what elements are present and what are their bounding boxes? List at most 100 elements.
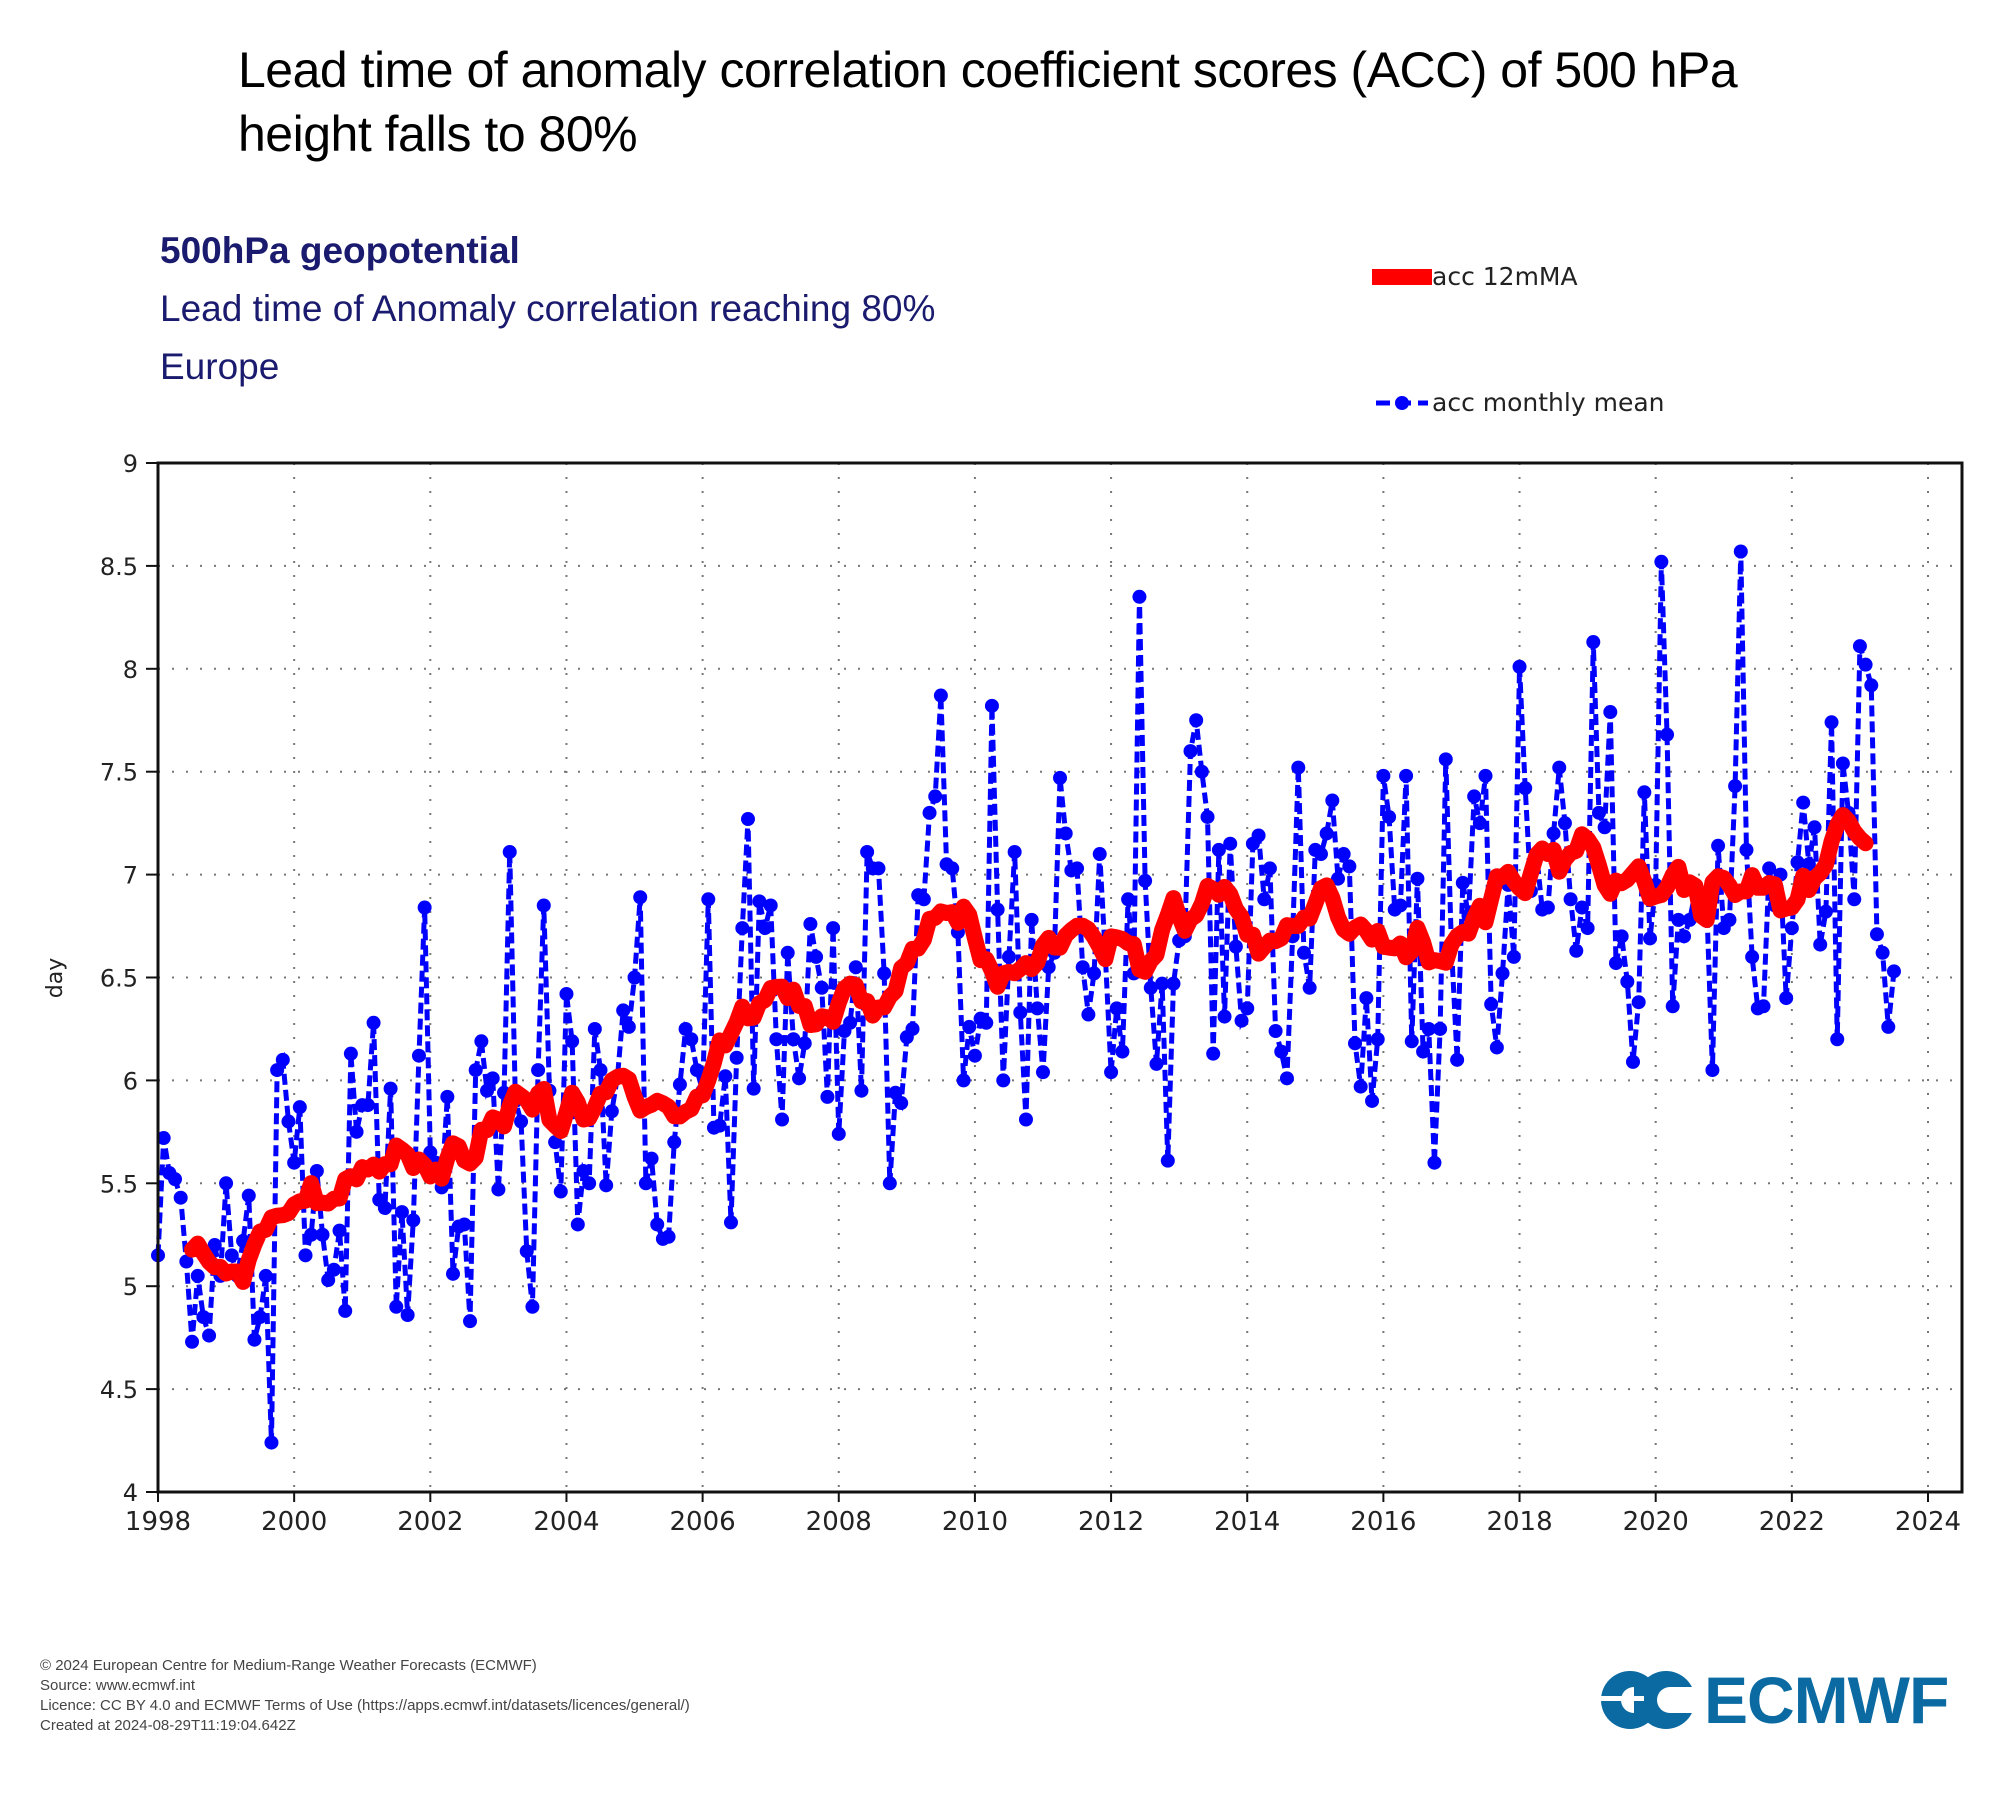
monthly-point — [1478, 768, 1493, 783]
monthly-point — [531, 1063, 546, 1078]
monthly-point — [1399, 768, 1414, 783]
monthly-point — [945, 861, 960, 876]
monthly-point — [752, 894, 767, 909]
monthly-point — [1143, 980, 1158, 995]
monthly-point — [1081, 1007, 1096, 1022]
chart-title: 500hPa geopotential — [160, 230, 520, 271]
monthly-point — [1467, 789, 1482, 804]
monthly-point — [474, 1034, 489, 1049]
monthly-point — [332, 1223, 347, 1238]
monthly-point — [411, 1048, 426, 1063]
ecmwf-logo-icon — [1600, 1671, 1696, 1729]
monthly-point — [1234, 1013, 1249, 1028]
y-tick-label: 7 — [123, 862, 138, 890]
monthly-point — [343, 1046, 358, 1061]
monthly-point — [1268, 1024, 1283, 1039]
monthly-point — [202, 1328, 217, 1343]
monthly-point — [786, 1032, 801, 1047]
monthly-point — [1138, 873, 1153, 888]
monthly-point — [1450, 1052, 1465, 1067]
x-tick-label: 2012 — [1078, 1507, 1144, 1537]
monthly-point — [1001, 949, 1016, 964]
monthly-point — [1631, 995, 1646, 1010]
legend-item-ma: acc 12mMA — [1372, 262, 1578, 291]
y-tick-label: 7.5 — [100, 759, 138, 787]
legend-label-ma: acc 12mMA — [1432, 262, 1578, 291]
monthly-point — [1296, 945, 1311, 960]
monthly-point — [1109, 1001, 1124, 1016]
monthly-point — [1671, 912, 1686, 927]
monthly-point — [1240, 1001, 1255, 1016]
monthly-point — [219, 1176, 234, 1191]
monthly-point — [1790, 855, 1805, 870]
monthly-point — [457, 1217, 472, 1232]
monthly-point — [1518, 781, 1533, 796]
x-tick-label: 2022 — [1759, 1507, 1825, 1537]
footer-licence: Licence: CC BY 4.0 and ECMWF Terms of Us… — [40, 1697, 690, 1714]
monthly-point — [792, 1071, 807, 1086]
monthly-point — [1881, 1019, 1896, 1034]
monthly-point — [1092, 847, 1107, 862]
monthly-point — [1160, 1153, 1175, 1168]
monthly-point — [383, 1081, 398, 1096]
series-monthly — [151, 544, 1901, 1450]
monthly-point — [1813, 937, 1828, 952]
monthly-point — [1365, 1093, 1380, 1108]
monthly-point — [321, 1273, 336, 1288]
monthly-point — [1132, 589, 1147, 604]
monthly-point — [270, 1063, 285, 1078]
monthly-point — [1643, 931, 1658, 946]
monthly-point — [224, 1248, 239, 1263]
ecmwf-logo-text: ECMWF — [1704, 1663, 1949, 1737]
monthly-point — [1824, 715, 1839, 730]
monthly-point — [627, 970, 642, 985]
monthly-point — [689, 1063, 704, 1078]
y-tick-label: 6.5 — [100, 965, 138, 993]
monthly-point — [831, 1126, 846, 1141]
monthly-point — [1864, 678, 1879, 693]
monthly-point — [644, 1151, 659, 1166]
monthly-point — [1654, 554, 1669, 569]
monthly-point — [349, 1124, 364, 1139]
monthly-point — [956, 1073, 971, 1088]
monthly-point — [1211, 842, 1226, 857]
monthly-point — [485, 1071, 500, 1086]
x-tick-label: 2020 — [1623, 1507, 1689, 1537]
monthly-point — [1166, 976, 1181, 991]
monthly-point — [1427, 1155, 1442, 1170]
monthly-point — [446, 1266, 460, 1281]
monthly-point — [996, 1073, 1011, 1088]
monthly-point — [253, 1310, 268, 1325]
monthly-point — [843, 1015, 858, 1030]
monthly-point — [400, 1308, 415, 1323]
monthly-point — [553, 1184, 568, 1199]
monthly-point — [326, 1262, 341, 1277]
monthly-point — [1262, 861, 1277, 876]
footer-source: Source: www.ecmwf.int — [40, 1677, 196, 1694]
monthly-point — [536, 898, 551, 913]
monthly-point — [525, 1299, 540, 1314]
monthly-point — [1722, 912, 1737, 927]
x-tick-label: 2000 — [261, 1507, 327, 1537]
monthly-point — [1353, 1079, 1368, 1094]
monthly-point — [797, 1036, 812, 1051]
monthly-point — [1580, 921, 1595, 936]
x-tick-label: 1998 — [125, 1507, 191, 1537]
monthly-point — [1075, 960, 1090, 975]
monthly-point — [298, 1248, 313, 1263]
monthly-point — [871, 861, 886, 876]
monthly-point — [1733, 544, 1748, 559]
ma-line — [184, 807, 1874, 1290]
x-tick-label: 2016 — [1350, 1507, 1416, 1537]
monthly-point — [264, 1435, 279, 1450]
monthly-point — [990, 902, 1005, 917]
monthly-point — [1058, 826, 1073, 841]
monthly-point — [1319, 826, 1334, 841]
monthly-point — [1711, 838, 1726, 853]
monthly-point — [1552, 760, 1567, 775]
y-tick-label: 5.5 — [100, 1170, 138, 1198]
monthly-point — [1472, 816, 1487, 831]
monthly-point — [287, 1155, 302, 1170]
monthly-point — [185, 1334, 200, 1349]
monthly-point — [1410, 871, 1425, 886]
